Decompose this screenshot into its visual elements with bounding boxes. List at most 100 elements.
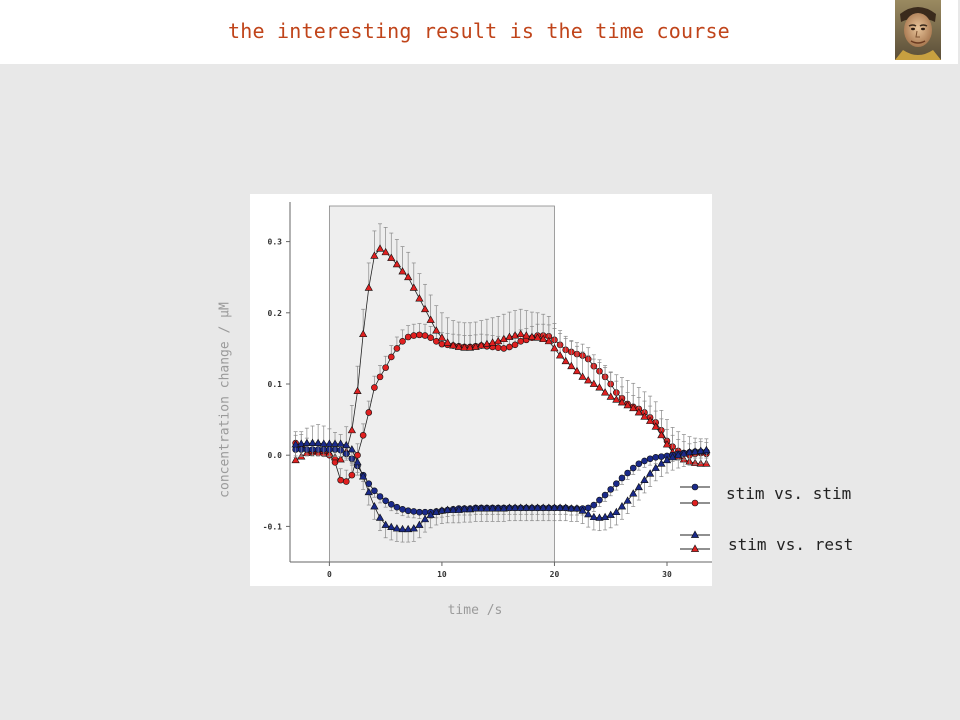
data-point <box>330 439 340 447</box>
legend-markers <box>680 483 710 552</box>
data-point <box>623 496 632 504</box>
y-tick-label: 0.0 <box>268 451 283 460</box>
data-point <box>420 514 430 523</box>
data-point <box>657 459 666 467</box>
data-point <box>370 251 379 259</box>
data-point <box>465 504 475 513</box>
data-point <box>308 438 317 446</box>
x-tick-label: 0 <box>327 570 332 579</box>
data-point <box>635 460 643 468</box>
legend-marker-red-triangle <box>690 544 700 552</box>
data-point <box>624 469 631 477</box>
data-point <box>443 338 452 346</box>
data-point <box>353 457 362 466</box>
data-point <box>482 504 492 512</box>
data-point <box>652 454 660 461</box>
data-point <box>544 503 553 511</box>
data-point <box>381 247 390 256</box>
data-point <box>426 510 435 518</box>
slide-title: the interesting result is the time cours… <box>228 19 730 43</box>
data-point <box>567 504 576 512</box>
data-point <box>505 503 514 511</box>
data-point <box>410 332 418 339</box>
data-point <box>336 439 345 447</box>
data-point <box>415 294 424 302</box>
data-point <box>641 457 648 465</box>
data-point <box>375 244 385 252</box>
data-point <box>348 471 356 479</box>
data-point <box>342 478 350 485</box>
data-point <box>409 283 418 291</box>
data-point <box>387 501 395 508</box>
portrait-photo <box>895 0 941 60</box>
data-point <box>589 512 598 521</box>
data-point <box>364 487 373 496</box>
data-point <box>612 395 621 403</box>
legend-marker-red-circle <box>691 499 699 507</box>
data-point <box>601 491 609 499</box>
legend-label-stim-vs-stim: stim vs. stim <box>726 484 852 503</box>
data-point <box>398 267 407 275</box>
data-point <box>651 422 660 430</box>
data-point <box>584 376 593 384</box>
data-point <box>617 502 627 510</box>
data-point <box>539 334 548 343</box>
legend-marker-blue-circle <box>691 483 699 491</box>
data-point <box>460 343 469 351</box>
data-point <box>662 455 672 464</box>
y-axis-label-text: concentration change / µM <box>217 302 233 498</box>
data-point <box>539 503 548 511</box>
data-point <box>410 508 418 515</box>
data-point <box>640 412 649 420</box>
data-point <box>336 455 345 463</box>
data-point <box>416 508 423 516</box>
data-point <box>370 502 379 510</box>
data-point <box>646 455 654 463</box>
data-point <box>623 400 632 409</box>
data-point <box>600 512 610 521</box>
x-axis-label: time /s <box>447 603 503 618</box>
data-point <box>589 379 598 387</box>
data-point <box>398 524 407 533</box>
data-point <box>291 455 300 464</box>
data-point <box>420 304 430 313</box>
data-point <box>297 439 306 447</box>
data-point <box>392 524 402 532</box>
data-point <box>381 520 390 528</box>
data-point <box>645 469 655 477</box>
data-point <box>302 438 311 446</box>
legend-marker-blue-triangle <box>690 530 700 538</box>
data-point <box>527 503 537 511</box>
data-point <box>555 503 565 511</box>
data-point <box>437 333 447 341</box>
data-point <box>399 506 406 513</box>
data-point <box>387 522 396 531</box>
data-point <box>404 333 412 341</box>
data-point <box>572 366 582 375</box>
data-point <box>561 356 570 365</box>
data-point <box>606 392 615 400</box>
data-point <box>618 474 626 482</box>
data-point <box>555 351 565 359</box>
y-tick-label: 0.3 <box>268 238 283 247</box>
data-point <box>365 409 373 416</box>
data-point <box>392 259 402 268</box>
data-point <box>387 353 395 361</box>
data-point <box>443 505 452 513</box>
plot-panel: -0.1 0.0 0.1 0.2 0.3 0 10 20 30 <box>250 194 712 586</box>
data-point <box>640 475 649 484</box>
data-point <box>404 524 413 533</box>
data-point <box>421 332 429 339</box>
x-tick-label: 10 <box>437 570 447 579</box>
y-tick-label: 0.2 <box>268 309 283 318</box>
data-point <box>342 440 351 449</box>
data-point <box>449 505 458 513</box>
time-course-chart: -0.1 0.0 0.1 0.2 0.3 0 10 20 30 <box>263 202 712 579</box>
data-point <box>607 486 615 493</box>
data-point <box>578 372 587 380</box>
data-point <box>460 504 469 513</box>
data-point <box>544 336 553 345</box>
data-point <box>645 416 655 424</box>
data-point <box>516 329 525 338</box>
data-point <box>437 506 447 514</box>
